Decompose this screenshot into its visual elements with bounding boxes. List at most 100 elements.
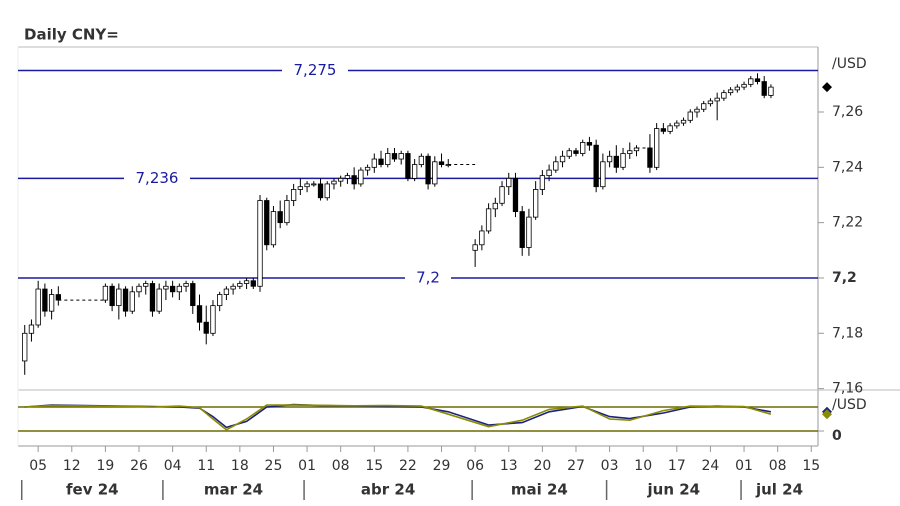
- candle-body: [55, 294, 61, 301]
- candle-body: [398, 153, 404, 160]
- month-label: abr 24: [361, 481, 415, 499]
- candle-body: [391, 153, 398, 160]
- candle-body: [156, 288, 162, 312]
- candle-body: [169, 285, 176, 293]
- candle-body: [620, 153, 626, 168]
- x-tick-label: 17: [668, 458, 686, 474]
- x-tick-label: 04: [164, 458, 182, 474]
- candle-body: [694, 108, 700, 113]
- reference-label: 7,275: [294, 61, 337, 79]
- candle-body: [230, 285, 236, 290]
- candle-body: [317, 183, 324, 199]
- x-tick-label: 08: [332, 458, 350, 474]
- candle-body: [277, 211, 283, 224]
- candle-body: [761, 81, 767, 96]
- candle-body: [754, 78, 761, 82]
- candle-body: [566, 150, 572, 157]
- candle-body: [351, 175, 357, 185]
- x-tick-label: 26: [130, 458, 148, 474]
- candle-body: [102, 285, 109, 301]
- candle-body: [701, 103, 707, 110]
- candle-body: [768, 86, 774, 96]
- oscillator-unit-label: /USD: [832, 397, 867, 413]
- candle-body: [526, 216, 532, 248]
- candle-body: [559, 155, 566, 163]
- last-price-marker: [822, 82, 832, 93]
- candle-body: [674, 122, 680, 127]
- x-tick-label: 13: [500, 458, 518, 474]
- candle-body: [217, 294, 223, 307]
- candle-body: [485, 208, 492, 232]
- candle-body: [593, 144, 599, 188]
- candle-body: [237, 283, 243, 287]
- month-label: mai 24: [511, 481, 568, 499]
- candle-body: [22, 332, 28, 362]
- candle-body: [243, 280, 250, 284]
- candle-body: [606, 155, 613, 163]
- candle-body: [492, 202, 498, 210]
- candle-body: [425, 155, 431, 185]
- y-tick-label: 7,18: [832, 325, 863, 341]
- month-label: jun 24: [647, 481, 701, 499]
- candle-body: [532, 189, 539, 218]
- x-tick-label: 12: [63, 458, 81, 474]
- candle-body: [116, 288, 122, 307]
- candle-body: [183, 283, 189, 287]
- candle-body: [136, 285, 142, 293]
- candle-body: [580, 142, 586, 154]
- candle-body: [176, 285, 182, 293]
- candle-body: [479, 230, 485, 246]
- candle-body: [627, 150, 633, 154]
- x-tick-label: 18: [231, 458, 249, 474]
- x-tick-label: 10: [634, 458, 652, 474]
- y-tick-label: 7,16: [832, 381, 863, 397]
- candle-body: [499, 186, 505, 204]
- candle-body: [432, 161, 438, 185]
- oscillator-tick-label: 0: [832, 428, 842, 444]
- candle-body: [210, 305, 216, 334]
- y-tick-label: 7,26: [832, 104, 863, 120]
- candle-body: [741, 83, 747, 88]
- candle-body: [714, 97, 720, 102]
- x-tick-label: 11: [197, 458, 215, 474]
- candle-body: [364, 166, 371, 171]
- x-tick-label: 01: [735, 458, 753, 474]
- candle-body: [680, 119, 687, 124]
- candle-body: [647, 147, 653, 168]
- month-label: mar 24: [204, 481, 263, 499]
- x-tick-label: 22: [399, 458, 417, 474]
- x-tick-label: 01: [298, 458, 316, 474]
- candle-body: [290, 189, 297, 201]
- candle-body: [190, 283, 196, 307]
- x-tick-label: 06: [466, 458, 484, 474]
- candle-body: [748, 78, 754, 85]
- reference-label-bg: [405, 267, 451, 288]
- unit-label: /USD: [832, 56, 867, 72]
- candle-body: [331, 180, 337, 185]
- candle-body: [143, 283, 149, 287]
- candle-body: [304, 183, 310, 188]
- candle-body: [667, 125, 673, 132]
- candle-body: [707, 100, 714, 105]
- x-tick-label: 15: [802, 458, 820, 474]
- candle-body: [358, 169, 364, 185]
- x-tick-label: 27: [567, 458, 585, 474]
- candle-body: [573, 150, 579, 154]
- x-tick-label: 24: [702, 458, 720, 474]
- candle-body: [472, 244, 478, 251]
- candle-body: [371, 158, 377, 168]
- reference-label: 7,236: [136, 169, 179, 187]
- candle-body: [122, 288, 129, 312]
- oscillator-line: [24, 404, 772, 431]
- candle-body: [163, 285, 169, 290]
- candle-body: [42, 288, 48, 312]
- candle-body: [721, 92, 727, 99]
- candle-body: [28, 324, 35, 334]
- reference-label-bg: [282, 60, 348, 81]
- oscillator-marker: [822, 409, 832, 420]
- x-tick-label: 19: [96, 458, 114, 474]
- candle-body: [196, 305, 203, 323]
- candle-body: [129, 291, 135, 312]
- candle-body: [297, 186, 304, 190]
